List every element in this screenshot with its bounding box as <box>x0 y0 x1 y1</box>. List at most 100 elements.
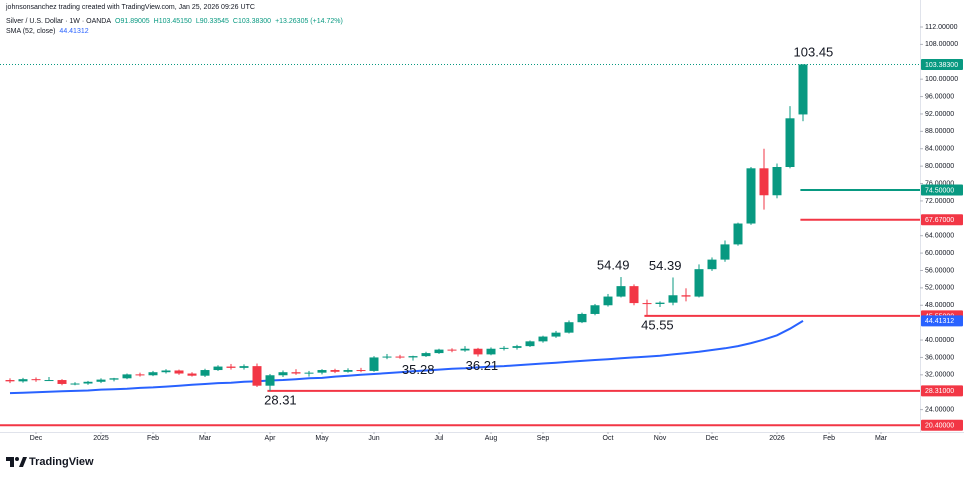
candle-body <box>83 381 93 384</box>
candle-body <box>239 366 249 368</box>
x-tick-label: Aug <box>485 435 498 442</box>
legend-main: Silver / U.S. Dollar · 1W · OANDA O91.890… <box>6 18 343 25</box>
candle-body <box>733 223 743 245</box>
candle-body <box>447 349 457 351</box>
watermark: TradingView <box>29 456 94 468</box>
candle-body <box>707 259 717 270</box>
level-label-text: 74.50000 <box>925 187 954 194</box>
y-tick-label: 32.00000 <box>925 372 954 379</box>
candle-body <box>57 380 67 384</box>
y-tick-label: 60.00000 <box>925 250 954 257</box>
candle-body <box>226 366 236 368</box>
candle-body <box>551 332 561 337</box>
level-label-text: 20.40000 <box>925 423 954 430</box>
y-tick-label: 112.00000 <box>925 24 958 31</box>
candle-body <box>499 347 509 349</box>
candle-body <box>109 378 119 380</box>
candle-body <box>434 349 444 354</box>
price-annotation: 36.21 <box>466 358 499 373</box>
level-label-box <box>921 184 963 196</box>
logo-mark <box>6 457 14 467</box>
logo-dot <box>15 457 19 461</box>
sma-line <box>9 320 804 395</box>
candle-body <box>317 370 327 373</box>
candle-body <box>395 356 405 358</box>
candle-body <box>408 356 418 358</box>
candle-body <box>96 379 106 382</box>
candle-body <box>70 383 80 385</box>
y-tick-label: 100.00000 <box>925 76 958 83</box>
candle-body <box>265 375 275 386</box>
candle-body <box>746 168 756 224</box>
ohlc-value: O91.89005 <box>115 18 150 25</box>
level-label-text: 28.31000 <box>925 388 954 395</box>
x-tick-label: Feb <box>823 435 835 442</box>
candle-body <box>629 286 639 304</box>
candle-body <box>655 302 665 304</box>
candle-body <box>525 341 535 347</box>
y-tick-label: 24.00000 <box>925 406 954 413</box>
x-tick-label: Apr <box>265 435 277 442</box>
y-tick-label: 108.00000 <box>925 41 958 48</box>
candle-body <box>720 244 730 260</box>
y-tick-label: 72.00000 <box>925 198 954 205</box>
candle-body <box>148 372 158 376</box>
candle-body <box>278 372 288 376</box>
price-annotation: 103.45 <box>794 45 834 60</box>
price-annotation: 35.28 <box>402 362 435 377</box>
candle-body <box>694 269 704 297</box>
x-tick-label: Dec <box>706 435 719 442</box>
y-tick-label: 48.00000 <box>925 302 954 309</box>
candle-body <box>161 370 171 373</box>
indicator-value: 44.41312 <box>59 28 88 35</box>
attribution: johnsonsanchez trading created with Trad… <box>5 4 255 11</box>
y-tick-label: 96.00000 <box>925 93 954 100</box>
candle-body <box>174 370 184 374</box>
candle-body <box>798 64 808 115</box>
x-tick-label: Nov <box>654 435 667 442</box>
ohlc-value: H103.45150 <box>154 18 192 25</box>
x-tick-label: 2026 <box>769 435 785 442</box>
tradingview-logo: TradingView <box>6 456 94 468</box>
candle-body <box>486 348 496 355</box>
candle-body <box>31 379 41 381</box>
candle-body <box>369 357 379 371</box>
candle-body <box>616 286 626 297</box>
x-tick-label: Mar <box>875 435 888 442</box>
candle-body <box>590 305 600 314</box>
y-tick-label: 88.00000 <box>925 128 954 135</box>
sma-label-box <box>921 315 963 327</box>
level-label-box <box>921 385 963 397</box>
candle-body <box>759 168 769 196</box>
ohlc-value: L90.33545 <box>196 18 229 25</box>
candle-body <box>772 167 782 196</box>
y-tick-label: 84.00000 <box>925 146 954 153</box>
ohlc-value: C103.38300 <box>233 18 271 25</box>
ohlc-value: +13.26305 (+14.72%) <box>275 18 343 25</box>
price-annotation: 45.55 <box>641 317 674 332</box>
price-annotation: 54.39 <box>649 258 682 273</box>
candle-body <box>473 348 483 355</box>
last-price-label-text: 103.38300 <box>925 62 958 69</box>
candle-body <box>135 374 145 376</box>
candle-body <box>187 373 197 376</box>
x-tick-label: Oct <box>603 435 614 442</box>
x-tick-label: Jun <box>368 435 379 442</box>
x-tick-label: May <box>315 435 329 442</box>
candle-body <box>382 356 392 358</box>
y-tick-label: 40.00000 <box>925 337 954 344</box>
candle-body <box>681 295 691 297</box>
candle-body <box>577 313 587 323</box>
candle-body <box>512 346 522 348</box>
candle-body <box>668 295 678 303</box>
level-label-box <box>921 214 963 226</box>
candle-body <box>213 366 223 371</box>
y-tick-label: 76.00000 <box>925 180 954 187</box>
y-tick-label: 36.00000 <box>925 354 954 361</box>
price-annotation: 28.31 <box>264 392 297 407</box>
x-tick-label: Sep <box>537 435 550 442</box>
candle-body <box>18 379 28 382</box>
logo-mark <box>19 457 27 467</box>
